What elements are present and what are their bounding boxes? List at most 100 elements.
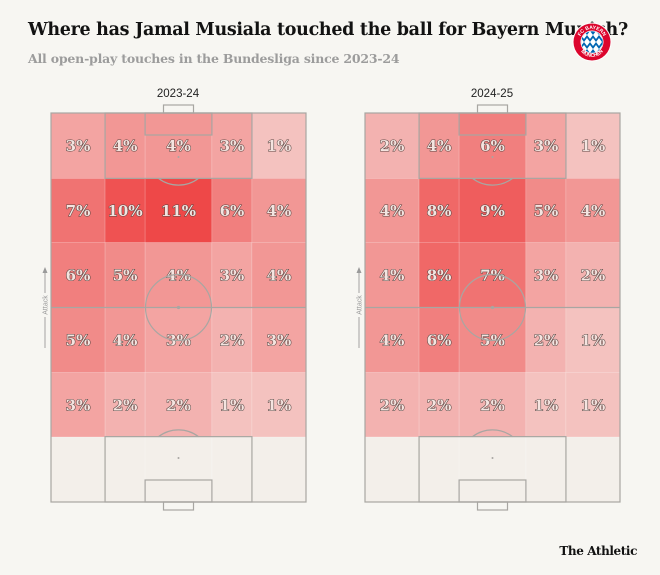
penalty-spot-bottom <box>491 457 494 459</box>
cell-value-label: 2% <box>220 331 245 349</box>
heat-cell <box>211 307 252 373</box>
pitch-2023-24: 3% 4% 4% 3% 1% 7% 10% 11% 6% 4% 6% 5% 4% 3% 4% 5% 4% 3% 2%… <box>41 104 307 511</box>
heat-cell <box>419 307 460 373</box>
heat-cell <box>365 242 420 308</box>
center-circle <box>144 273 213 342</box>
attack-label-bg <box>355 293 363 317</box>
cell-value-label: 2% <box>581 267 606 285</box>
cell-value-label: 6% <box>220 202 245 220</box>
cell-value-label: 4% <box>427 137 452 155</box>
heat-cell <box>251 242 306 308</box>
penalty-arc-bottom <box>158 429 199 438</box>
attack-arrow-icon <box>42 267 48 273</box>
heat-cell <box>459 372 526 438</box>
heat-cell <box>51 242 106 308</box>
heat-cell <box>525 178 566 243</box>
cell-value-label: 4% <box>267 267 292 285</box>
heat-cell <box>251 372 306 438</box>
heat-cell <box>145 178 212 243</box>
heat-cell <box>565 113 620 179</box>
goal-bottom <box>476 501 509 511</box>
cell-value-label: 2% <box>380 137 405 155</box>
heat-cell <box>365 437 420 502</box>
cell-value-label: 4% <box>166 267 191 285</box>
heat-cell <box>105 437 146 502</box>
heat-cell <box>251 437 306 502</box>
cell-value-label: 4% <box>380 331 405 349</box>
heat-cell <box>51 178 106 243</box>
heat-cell <box>365 307 420 373</box>
cell-value-label: 4% <box>380 267 405 285</box>
cell-value-label: 2% <box>380 396 405 414</box>
heat-cell <box>251 307 306 373</box>
goal-top <box>162 104 195 114</box>
cell-value-label: 1% <box>534 396 559 414</box>
cell-value-label: 5% <box>113 267 138 285</box>
heat-cell <box>419 437 460 502</box>
penalty-spot-top <box>491 156 494 158</box>
cell-value-label: 2% <box>113 396 138 414</box>
cell-value-label: 3% <box>534 137 559 155</box>
heat-cell <box>145 372 212 438</box>
cell-value-label: 3% <box>66 137 91 155</box>
heat-cell <box>365 178 420 243</box>
pitch-2024-25: 2% 4% 6% 3% 1%4% 8% 9% 5% 4%4% 8% 7% 3% 2%4% 6% 5% 2% 1%… <box>355 104 621 511</box>
heat-cell <box>565 242 620 308</box>
heat-cell <box>459 178 526 243</box>
the-athletic-logo: The Athletic <box>559 544 637 558</box>
cell-value-label: 4% <box>267 202 292 220</box>
cell-value-label: 8% <box>427 202 452 220</box>
cell-value-label: 2% <box>480 396 505 414</box>
heat-cell <box>211 372 252 438</box>
cell-value-label: 7% <box>66 202 91 220</box>
cell-value-label: 6% <box>66 267 91 285</box>
cell-value-label: 4% <box>166 137 191 155</box>
cell-value-label: 2% <box>534 331 559 349</box>
heat-cell <box>211 178 252 243</box>
cell-value-label: 3% <box>66 396 91 414</box>
heat-cell <box>365 372 420 438</box>
heat-cell <box>365 113 420 179</box>
cell-value-label: 5% <box>534 202 559 220</box>
heat-cell <box>105 307 146 373</box>
cell-value-label: 6% <box>427 331 452 349</box>
penalty-arc-top <box>472 177 513 186</box>
heat-cell <box>525 242 566 308</box>
cell-value-label: 7% <box>480 267 505 285</box>
cell-value-label: 4% <box>380 202 405 220</box>
heat-cell <box>419 372 460 438</box>
chart-title: Where has Jamal Musiala touched the ball… <box>28 20 628 40</box>
heat-cell <box>565 372 620 438</box>
heat-cell <box>565 178 620 243</box>
center-circle <box>458 273 527 342</box>
heat-cell <box>145 113 212 179</box>
penalty-spot-bottom <box>177 457 180 459</box>
center-spot <box>490 305 495 310</box>
heat-cell <box>459 113 526 179</box>
cell-value-label: 3% <box>220 137 245 155</box>
cell-value-label: 3% <box>267 331 292 349</box>
cell-value-label: 1% <box>267 396 292 414</box>
cell-value-label: 1% <box>267 137 292 155</box>
penalty-arc-top <box>158 177 199 186</box>
heat-cell <box>211 242 252 308</box>
center-spot <box>176 305 181 310</box>
heat-cell <box>105 372 146 438</box>
heat-cell <box>419 242 460 308</box>
heat-cell <box>459 437 526 502</box>
heat-cell <box>565 437 620 502</box>
bayern-logo-icon: FC BAYERN MÜNCHEN <box>572 22 612 62</box>
chart-subtitle: All open-play touches in the Bundesliga … <box>28 51 400 66</box>
cell-value-label: 1% <box>581 396 606 414</box>
heat-cell <box>51 113 106 179</box>
cell-value-label: 1% <box>220 396 245 414</box>
heat-cell <box>51 372 106 438</box>
penalty-spot-top <box>177 156 180 158</box>
heat-cell <box>251 113 306 179</box>
season-label-2023-24: 2023-24 <box>156 88 200 100</box>
cell-value-label: 2% <box>427 396 452 414</box>
cell-value-label: 9% <box>480 202 505 220</box>
heat-cell <box>419 113 460 179</box>
heat-cell <box>51 307 106 373</box>
